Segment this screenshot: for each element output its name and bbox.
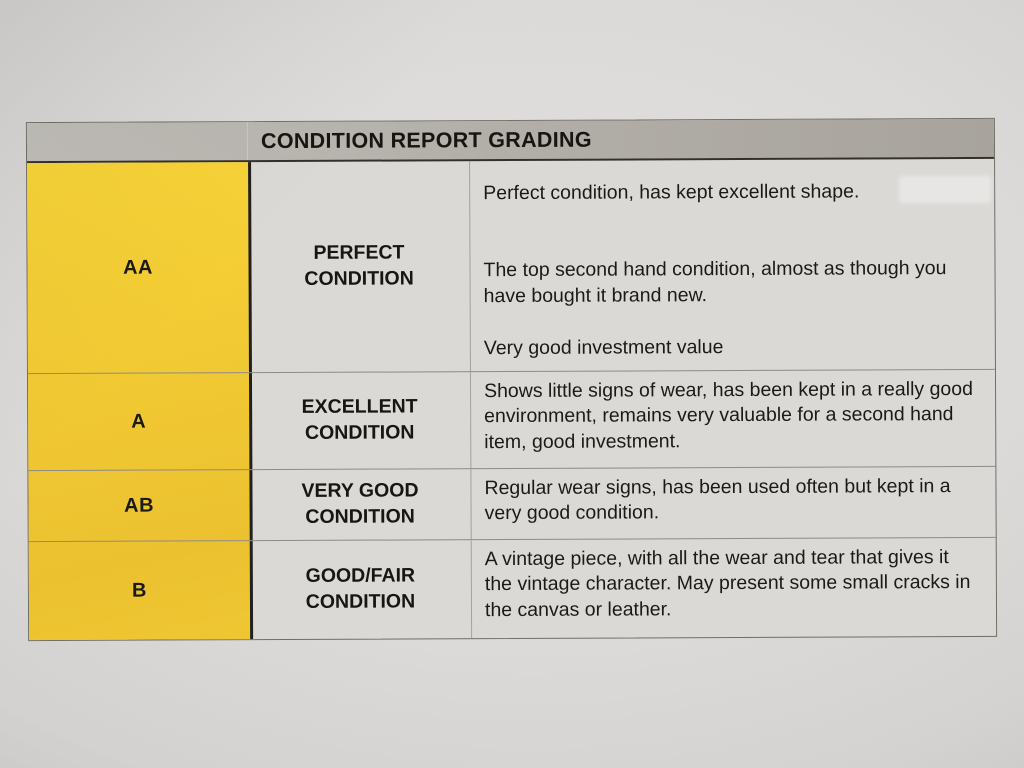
table-row: A EXCELLENT CONDITION Shows little signs… <box>27 368 996 471</box>
condition-name-cell: EXCELLENT CONDITION <box>248 372 472 470</box>
condition-name: VERY GOOD CONDITION <box>301 479 419 528</box>
grade-cell: AB <box>124 494 155 517</box>
condition-name: EXCELLENT CONDITION <box>301 395 418 444</box>
grade-cell: AA <box>123 256 153 279</box>
condition-name-cell: PERFECT CONDITION <box>248 161 471 373</box>
condition-name: PERFECT CONDITION <box>304 241 414 290</box>
table-row: AA PERFECT CONDITION Perfect condition, … <box>27 159 995 373</box>
description-cell: Shows little signs of wear, has been kep… <box>471 370 995 468</box>
condition-name-cell: GOOD/FAIR CONDITION <box>249 540 473 640</box>
grading-table-wrap: CONDITION REPORT GRADING AA PERFECT COND… <box>25 117 998 642</box>
description-cell: Regular wear signs, has been used often … <box>471 467 995 539</box>
grade-cell: B <box>131 579 147 602</box>
description-paragraph: The top second hand condition, almost as… <box>483 257 947 307</box>
table-row: AB VERY GOOD CONDITION Regular wear sign… <box>28 465 996 542</box>
table-row: B GOOD/FAIR CONDITION A vintage piece, w… <box>28 536 997 641</box>
description-paragraph: Regular wear signs, has been used often … <box>484 475 951 525</box>
header-corner-cell <box>26 122 249 162</box>
condition-name-cell: VERY GOOD CONDITION <box>249 469 472 541</box>
grading-table: CONDITION REPORT GRADING AA PERFECT COND… <box>25 117 998 642</box>
grade-cell: A <box>131 410 147 433</box>
table-header-row: CONDITION REPORT GRADING <box>26 118 995 164</box>
table-title: CONDITION REPORT GRADING <box>260 127 592 153</box>
description-paragraph: Very good investment value <box>483 336 724 360</box>
description-paragraph: Shows little signs of wear, has been kep… <box>484 377 973 453</box>
whiteout-correction-patch <box>899 176 991 203</box>
condition-name: GOOD/FAIR CONDITION <box>305 564 416 613</box>
description-cell: A vintage piece, with all the wear and t… <box>472 538 996 638</box>
description-paragraph: A vintage piece, with all the wear and t… <box>484 546 971 621</box>
table-body: AA PERFECT CONDITION Perfect condition, … <box>27 159 997 641</box>
